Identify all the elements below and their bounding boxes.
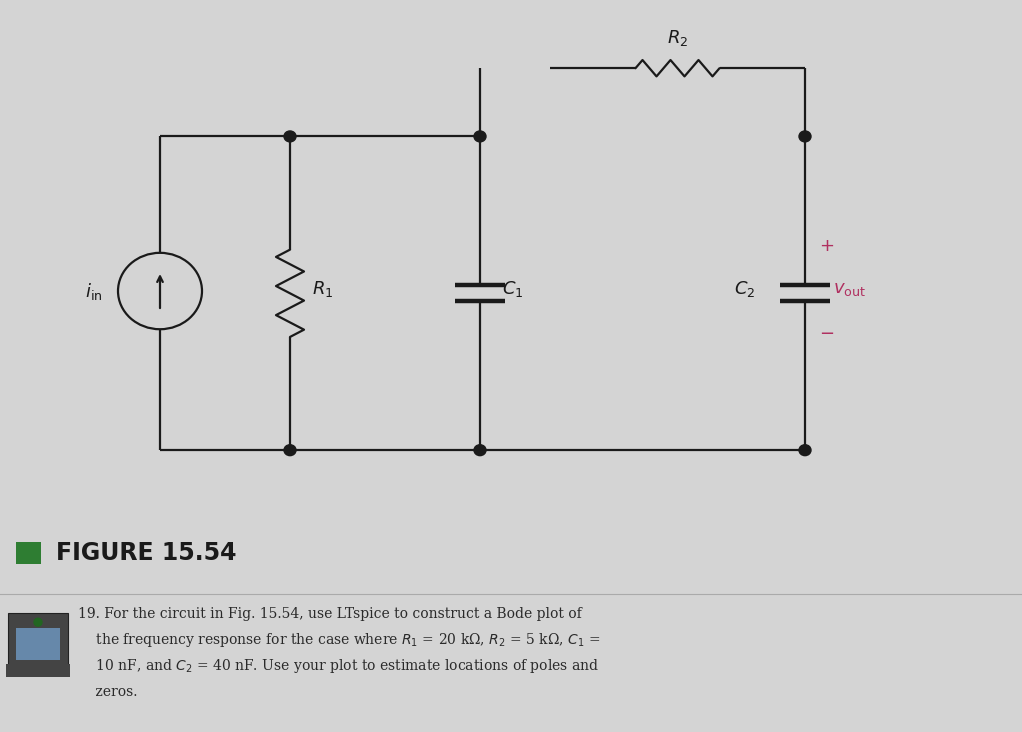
Text: −: − xyxy=(820,325,835,343)
Text: the frequency response for the case where $R_1$ = 20 kΩ, $R_2$ = 5 kΩ, $C_1$ =: the frequency response for the case wher… xyxy=(78,631,600,649)
FancyBboxPatch shape xyxy=(16,628,60,660)
Text: $C_1$: $C_1$ xyxy=(502,279,523,299)
Text: +: + xyxy=(820,237,835,255)
Circle shape xyxy=(34,619,42,626)
Text: $v_{\mathrm{out}}$: $v_{\mathrm{out}}$ xyxy=(833,280,866,298)
Text: $R_1$: $R_1$ xyxy=(312,279,333,299)
Text: 10 nF, and $C_2$ = 40 nF. Use your plot to estimate locations of poles and: 10 nF, and $C_2$ = 40 nF. Use your plot … xyxy=(78,657,599,675)
Circle shape xyxy=(799,445,811,455)
Circle shape xyxy=(474,131,486,142)
FancyBboxPatch shape xyxy=(15,542,41,564)
Text: $R_2$: $R_2$ xyxy=(667,29,688,48)
Circle shape xyxy=(284,131,296,142)
Circle shape xyxy=(474,445,486,455)
Text: $C_2$: $C_2$ xyxy=(734,279,755,299)
Text: zeros.: zeros. xyxy=(78,685,138,699)
Text: 19. For the circuit in Fig. 15.54, use LTspice to construct a Bode plot of: 19. For the circuit in Fig. 15.54, use L… xyxy=(78,608,582,621)
Text: FIGURE 15.54: FIGURE 15.54 xyxy=(55,541,236,565)
FancyBboxPatch shape xyxy=(6,664,69,677)
Circle shape xyxy=(799,131,811,142)
Circle shape xyxy=(284,445,296,455)
FancyBboxPatch shape xyxy=(8,613,68,667)
Text: $i_{\mathrm{in}}$: $i_{\mathrm{in}}$ xyxy=(85,280,102,302)
